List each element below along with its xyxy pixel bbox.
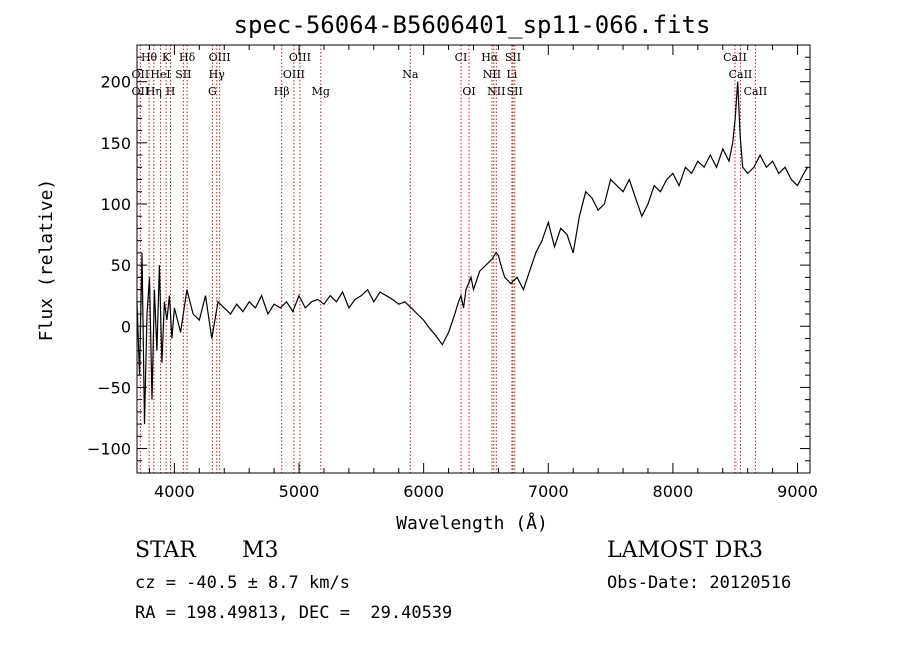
line-label: Hδ [179, 51, 196, 64]
x-axis-label: Wavelength (Å) [396, 512, 548, 534]
x-tick-label: 6000 [403, 482, 444, 501]
line-label: CaII [744, 85, 768, 98]
x-tick-label: 9000 [777, 482, 818, 501]
line-label: SII [505, 51, 521, 64]
y-axis-label: Flux (relative) [36, 179, 57, 342]
line-label: OI [462, 85, 475, 98]
line-label: CI [455, 51, 468, 64]
survey-name: LAMOST DR3 [607, 538, 763, 563]
line-label: Hη [146, 85, 162, 98]
line-label: OII [132, 85, 150, 98]
star-subclass: M3 [242, 538, 279, 563]
x-tick-label: 7000 [528, 482, 569, 501]
y-tick-label: 150 [100, 134, 131, 153]
line-label: CaII [723, 51, 747, 64]
line-label: Hα [481, 51, 499, 64]
star-class: STAR [135, 538, 196, 563]
plot-frame [136, 44, 811, 474]
y-tick-label: 0 [121, 317, 131, 336]
line-label: Mg [312, 85, 330, 98]
ra-dec-coordinates: RA = 198.49813, DEC = 29.40539 [135, 603, 453, 623]
emission-line-markers: Hθ K Hδ OIII OIII CI Hα SII CaII OII HeI SII Hγ OIII N… [132, 45, 768, 473]
line-label: SII [507, 85, 523, 98]
line-label: Hβ [274, 85, 290, 98]
line-label: NII [487, 85, 505, 98]
y-tick-label: −100 [87, 440, 131, 459]
line-label: G [208, 85, 217, 98]
line-label: K [162, 51, 171, 64]
spectrum-series [136, 81, 809, 425]
chart-title: spec-56064-B5606401_sp11-066.fits [234, 11, 711, 39]
x-tick-label: 4000 [154, 482, 195, 501]
line-label: OIII [209, 51, 231, 64]
line-label: CaII [729, 68, 753, 81]
observation-date: Obs-Date: 20120516 [607, 573, 792, 593]
y-tick-label: 100 [100, 195, 131, 214]
x-tick-label: 8000 [653, 482, 694, 501]
line-label: OIII [283, 68, 305, 81]
line-label: H [166, 85, 176, 98]
series-line [136, 81, 809, 425]
line-label: NII [483, 68, 501, 81]
line-label: Hθ [141, 51, 158, 64]
line-label: Li [506, 68, 517, 81]
x-axis: 4000 5000 6000 7000 8000 9000 [148, 45, 818, 501]
line-label: OIII [289, 51, 311, 64]
line-label: HeI [150, 68, 170, 81]
y-tick-label: −50 [97, 378, 131, 397]
x-tick-label: 5000 [279, 482, 320, 501]
line-label: SII [175, 68, 191, 81]
line-label: Hγ [209, 68, 226, 81]
line-label: Na [402, 68, 419, 81]
y-tick-label: 50 [111, 256, 131, 275]
line-label: OII [132, 68, 150, 81]
y-tick-label: 200 [100, 73, 131, 92]
redshift-velocity: cz = -40.5 ± 8.7 km/s [135, 573, 350, 593]
y-axis: −100 −50 0 50 100 150 200 [87, 56, 810, 462]
